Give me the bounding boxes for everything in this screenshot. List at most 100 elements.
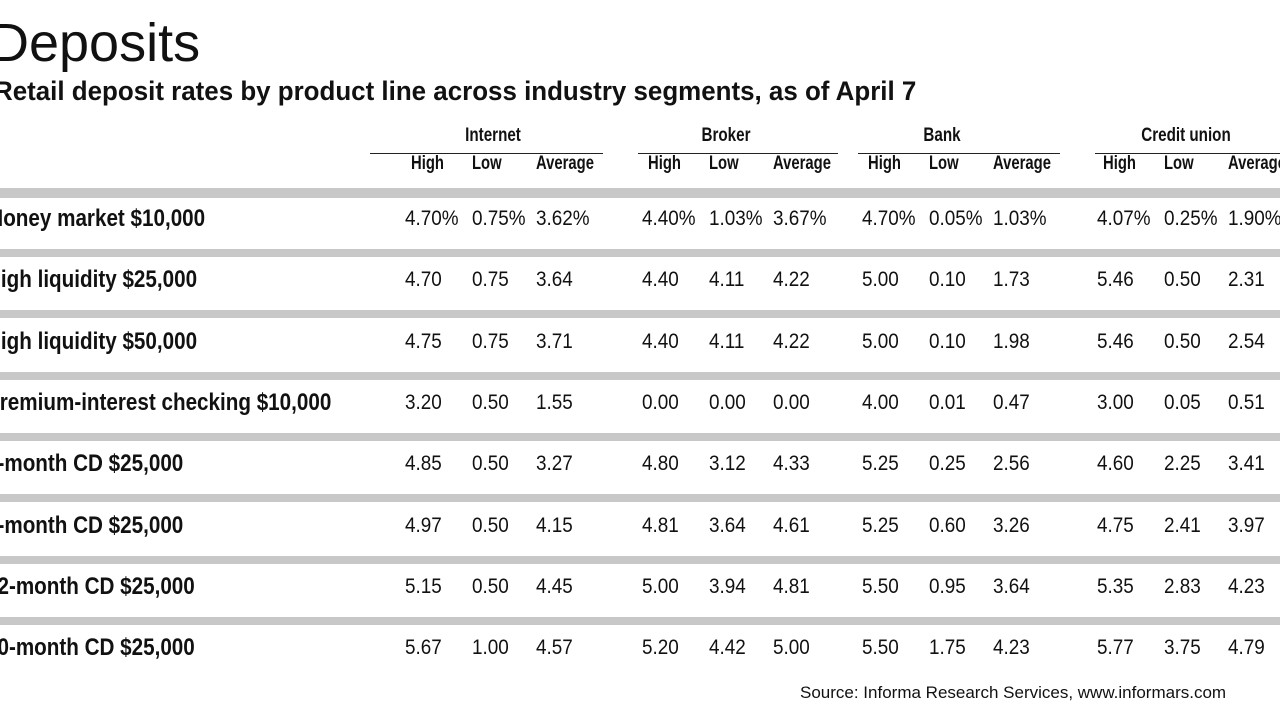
table-cell: 5.50 [862, 636, 899, 659]
table-cell: 4.00 [862, 391, 899, 414]
table-cell: 1.55 [536, 391, 573, 414]
row-separator [0, 494, 1280, 502]
row-label: 3-month CD $25,000 [0, 450, 184, 477]
source-note: Source: Informa Research Services, www.i… [800, 683, 1227, 702]
table-cell: 4.70 [405, 268, 442, 291]
table-cell: 4.22 [773, 268, 810, 291]
sub-column-header: Low [709, 153, 739, 174]
sub-column-header: High [868, 153, 901, 174]
column-group-rule [1095, 153, 1280, 154]
table-cell: 0.00 [773, 391, 810, 414]
table-cell: 1.75 [929, 636, 966, 659]
table-cell: 5.67 [405, 636, 442, 659]
table-cell: 3.00 [1097, 391, 1134, 414]
table-cell: 1.00 [472, 636, 509, 659]
sub-column-header: Average [536, 153, 594, 174]
page-subtitle: Retail deposit rates by product line acr… [0, 76, 917, 106]
table-cell: 4.57 [536, 636, 573, 659]
table-cell: 1.03% [993, 207, 1047, 230]
table-cell: 4.07% [1097, 207, 1151, 230]
table-cell: 0.01 [929, 391, 966, 414]
table-cell: 0.50 [472, 575, 509, 598]
table-cell: 4.42 [709, 636, 746, 659]
column-group-rule [858, 153, 1060, 154]
table-cell: 2.25 [1164, 452, 1201, 475]
page-title: Deposits [0, 13, 201, 73]
row-separator [0, 310, 1280, 318]
table-cell: 0.50 [472, 452, 509, 475]
table-cell: 4.79 [1228, 636, 1265, 659]
table-cell: 5.25 [862, 514, 899, 537]
table-cell: 4.70% [862, 207, 916, 230]
table-cell: 4.81 [773, 575, 810, 598]
table-cell: 5.00 [642, 575, 679, 598]
table-cell: 0.00 [709, 391, 746, 414]
table-cell: 0.10 [929, 330, 966, 353]
table-cell: 3.75 [1164, 636, 1201, 659]
table-cell: 4.23 [993, 636, 1030, 659]
column-group-header: Credit union [1141, 125, 1231, 146]
table-cell: 5.00 [862, 268, 899, 291]
row-label: High liquidity $25,000 [0, 266, 198, 293]
table-cell: 5.00 [862, 330, 899, 353]
table-cell: 4.40 [642, 330, 679, 353]
column-group-rule [370, 153, 603, 154]
row-label: Money market $10,000 [0, 205, 206, 232]
table-cell: 3.97 [1228, 514, 1265, 537]
table-cell: 3.94 [709, 575, 746, 598]
table-cell: 0.10 [929, 268, 966, 291]
table-cell: 4.23 [1228, 575, 1265, 598]
table-cell: 2.54 [1228, 330, 1265, 353]
table-cell: 4.75 [1097, 514, 1134, 537]
sub-column-header: High [411, 153, 444, 174]
table-cell: 4.11 [709, 330, 745, 353]
table-cell: 0.50 [472, 391, 509, 414]
row-label: 12-month CD $25,000 [0, 573, 195, 600]
table-cell: 3.64 [993, 575, 1030, 598]
table-cell: 4.45 [536, 575, 573, 598]
sub-column-header: Average [1228, 153, 1280, 174]
table-cell: 0.25 [929, 452, 966, 475]
table-cell: 1.98 [993, 330, 1030, 353]
table-cell: 4.11 [709, 268, 745, 291]
column-group-header: Bank [923, 125, 961, 146]
table-cell: 4.70% [405, 207, 459, 230]
sub-column-header: Low [929, 153, 959, 174]
table-cell: 4.22 [773, 330, 810, 353]
table-cell: 4.61 [773, 514, 810, 537]
row-label: 30-month CD $25,000 [0, 634, 195, 661]
sub-column-header: Average [773, 153, 831, 174]
table-cell: 4.80 [642, 452, 679, 475]
sub-column-header: Average [993, 153, 1051, 174]
table-cell: 1.73 [993, 268, 1030, 291]
table-cell: 0.00 [642, 391, 679, 414]
column-group-rule [638, 153, 838, 154]
table-cell: 5.50 [862, 575, 899, 598]
row-separator [0, 249, 1280, 257]
table-cell: 3.27 [536, 452, 573, 475]
row-separator [0, 372, 1280, 380]
row-separator [0, 433, 1280, 441]
sub-column-header: High [1103, 153, 1136, 174]
sub-column-header: Low [1164, 153, 1194, 174]
table-cell: 5.35 [1097, 575, 1134, 598]
table-cell: 5.25 [862, 452, 899, 475]
table-cell: 0.75% [472, 207, 526, 230]
table-cell: 0.05 [1164, 391, 1201, 414]
row-separator [0, 188, 1280, 198]
table-cell: 2.83 [1164, 575, 1201, 598]
table-cell: 1.90% [1228, 207, 1280, 230]
table-cell: 0.47 [993, 391, 1030, 414]
table-cell: 5.77 [1097, 636, 1134, 659]
table-cell: 3.67% [773, 207, 827, 230]
row-label: 6-month CD $25,000 [0, 512, 184, 539]
table-cell: 0.60 [929, 514, 966, 537]
table-cell: 3.71 [536, 330, 573, 353]
table-cell: 4.40 [642, 268, 679, 291]
table-cell: 4.33 [773, 452, 810, 475]
table-cell: 2.31 [1228, 268, 1265, 291]
table-cell: 0.50 [1164, 330, 1201, 353]
column-group-header: Broker [701, 125, 751, 146]
table-cell: 2.41 [1164, 514, 1201, 537]
row-separator [0, 556, 1280, 564]
